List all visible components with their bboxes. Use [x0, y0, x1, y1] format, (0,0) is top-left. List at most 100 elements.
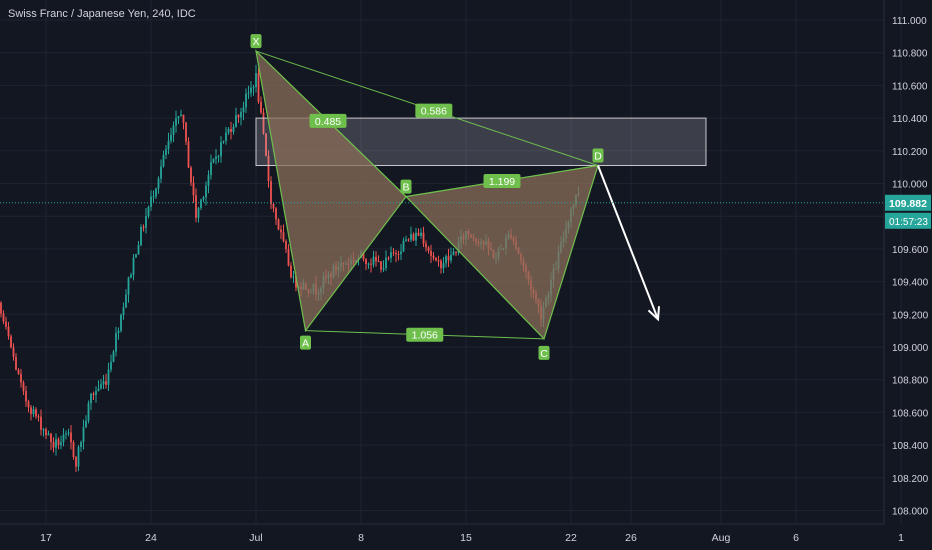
time-tick-label: 6 [793, 532, 799, 544]
candle-body [42, 429, 45, 431]
candle-body [85, 420, 87, 428]
candle-body [290, 265, 292, 278]
price-tick-label: 110.400 [892, 114, 928, 125]
candle-body [420, 232, 422, 236]
candle-body [372, 256, 375, 265]
vertex-label-bg [592, 148, 604, 163]
candle-body [277, 219, 280, 230]
candle-body [220, 142, 222, 157]
candle-body [222, 140, 225, 143]
candle-body [202, 197, 205, 200]
candle-body [435, 257, 437, 261]
candle-body [265, 133, 267, 157]
candle-body [275, 208, 277, 220]
time-tick-label: 17 [40, 532, 52, 544]
time-tick-label: 15 [460, 532, 472, 544]
candle-body [15, 356, 17, 370]
ratio-bd-bg [483, 174, 521, 189]
candle-body [27, 401, 30, 408]
candle-body [292, 276, 295, 278]
candle-body [70, 432, 72, 443]
candle-body [17, 369, 20, 374]
candle-body [135, 254, 137, 258]
candle-body [430, 250, 432, 256]
price-axis: 111.000 110.800 110.600 110.400 110.200 110.0… [883, 0, 931, 524]
candle-body [217, 156, 220, 158]
candle-body [205, 185, 207, 198]
candle-body [362, 251, 365, 260]
vertex-label-bg [538, 345, 550, 360]
candle-body [125, 294, 127, 308]
candle-body [37, 416, 40, 418]
ratio-ac: 1.056 [406, 327, 444, 342]
candle-body [0, 302, 2, 314]
candle-body [137, 245, 140, 255]
chart-title: Swiss Franc / Japanese Yen, 240, IDC [8, 8, 196, 20]
candle-body [375, 256, 377, 262]
candle-body [20, 373, 22, 383]
time-tick-label: Aug [712, 532, 731, 544]
candle-body [102, 381, 105, 385]
candle-body [90, 393, 92, 404]
candle-body [385, 257, 387, 268]
vertex-label-text: D [594, 151, 602, 163]
candle-body [55, 439, 57, 448]
candle-body [397, 254, 400, 256]
candle-body [455, 251, 457, 253]
candle-body [432, 255, 435, 258]
candle-body [80, 442, 82, 447]
candle-body [185, 122, 187, 142]
vertex-x: X [250, 34, 262, 49]
projection-arrow-line [597, 165, 659, 320]
candle-body [270, 181, 272, 205]
candle-body [272, 204, 275, 209]
ratio-xd-bg [415, 103, 453, 118]
candle-body [450, 255, 452, 261]
candle-body [417, 232, 420, 236]
candle-body [47, 433, 50, 436]
candle-body [237, 115, 240, 118]
price-tick-label: 108.000 [892, 507, 929, 518]
candle-body [392, 252, 395, 254]
price-tick-label: 110.600 [892, 81, 928, 92]
candle-body [262, 112, 265, 134]
ratio-xd-text: 0.586 [421, 106, 447, 118]
candle-body [87, 403, 90, 421]
candle-body [415, 232, 417, 241]
candle-body [177, 116, 180, 119]
price-tick-label: 108.600 [892, 408, 929, 419]
vertex-b: B [400, 179, 412, 194]
candle-body [207, 174, 210, 186]
candle-body [425, 243, 427, 248]
candle-body [165, 149, 167, 155]
candle-body [197, 207, 200, 218]
candle-body [77, 446, 80, 467]
candle-body [142, 226, 145, 228]
candle-body [235, 115, 237, 127]
price-tick-label: 110.800 [892, 49, 928, 60]
candle-body [200, 199, 202, 208]
candle-body [447, 256, 450, 261]
candle-body [192, 182, 195, 196]
price-tick-label: 110.200 [892, 147, 928, 158]
candle-body [75, 456, 77, 467]
candle-body [187, 141, 190, 168]
candle-body [230, 129, 232, 132]
candle-body [402, 240, 405, 252]
candle-body [117, 330, 120, 334]
candle-body [95, 390, 97, 395]
candle-body [82, 427, 85, 443]
candle-body [35, 409, 37, 417]
grid [0, 0, 902, 524]
candle-body [285, 240, 287, 250]
candle-body [225, 132, 227, 141]
candle-body [50, 433, 52, 442]
candle-body [287, 249, 290, 266]
vertex-label-text: C [540, 348, 548, 360]
candle-body [400, 251, 402, 255]
ratio-xd: 0.586 [415, 103, 453, 118]
candle-body [115, 333, 117, 352]
candle-body [215, 156, 217, 159]
